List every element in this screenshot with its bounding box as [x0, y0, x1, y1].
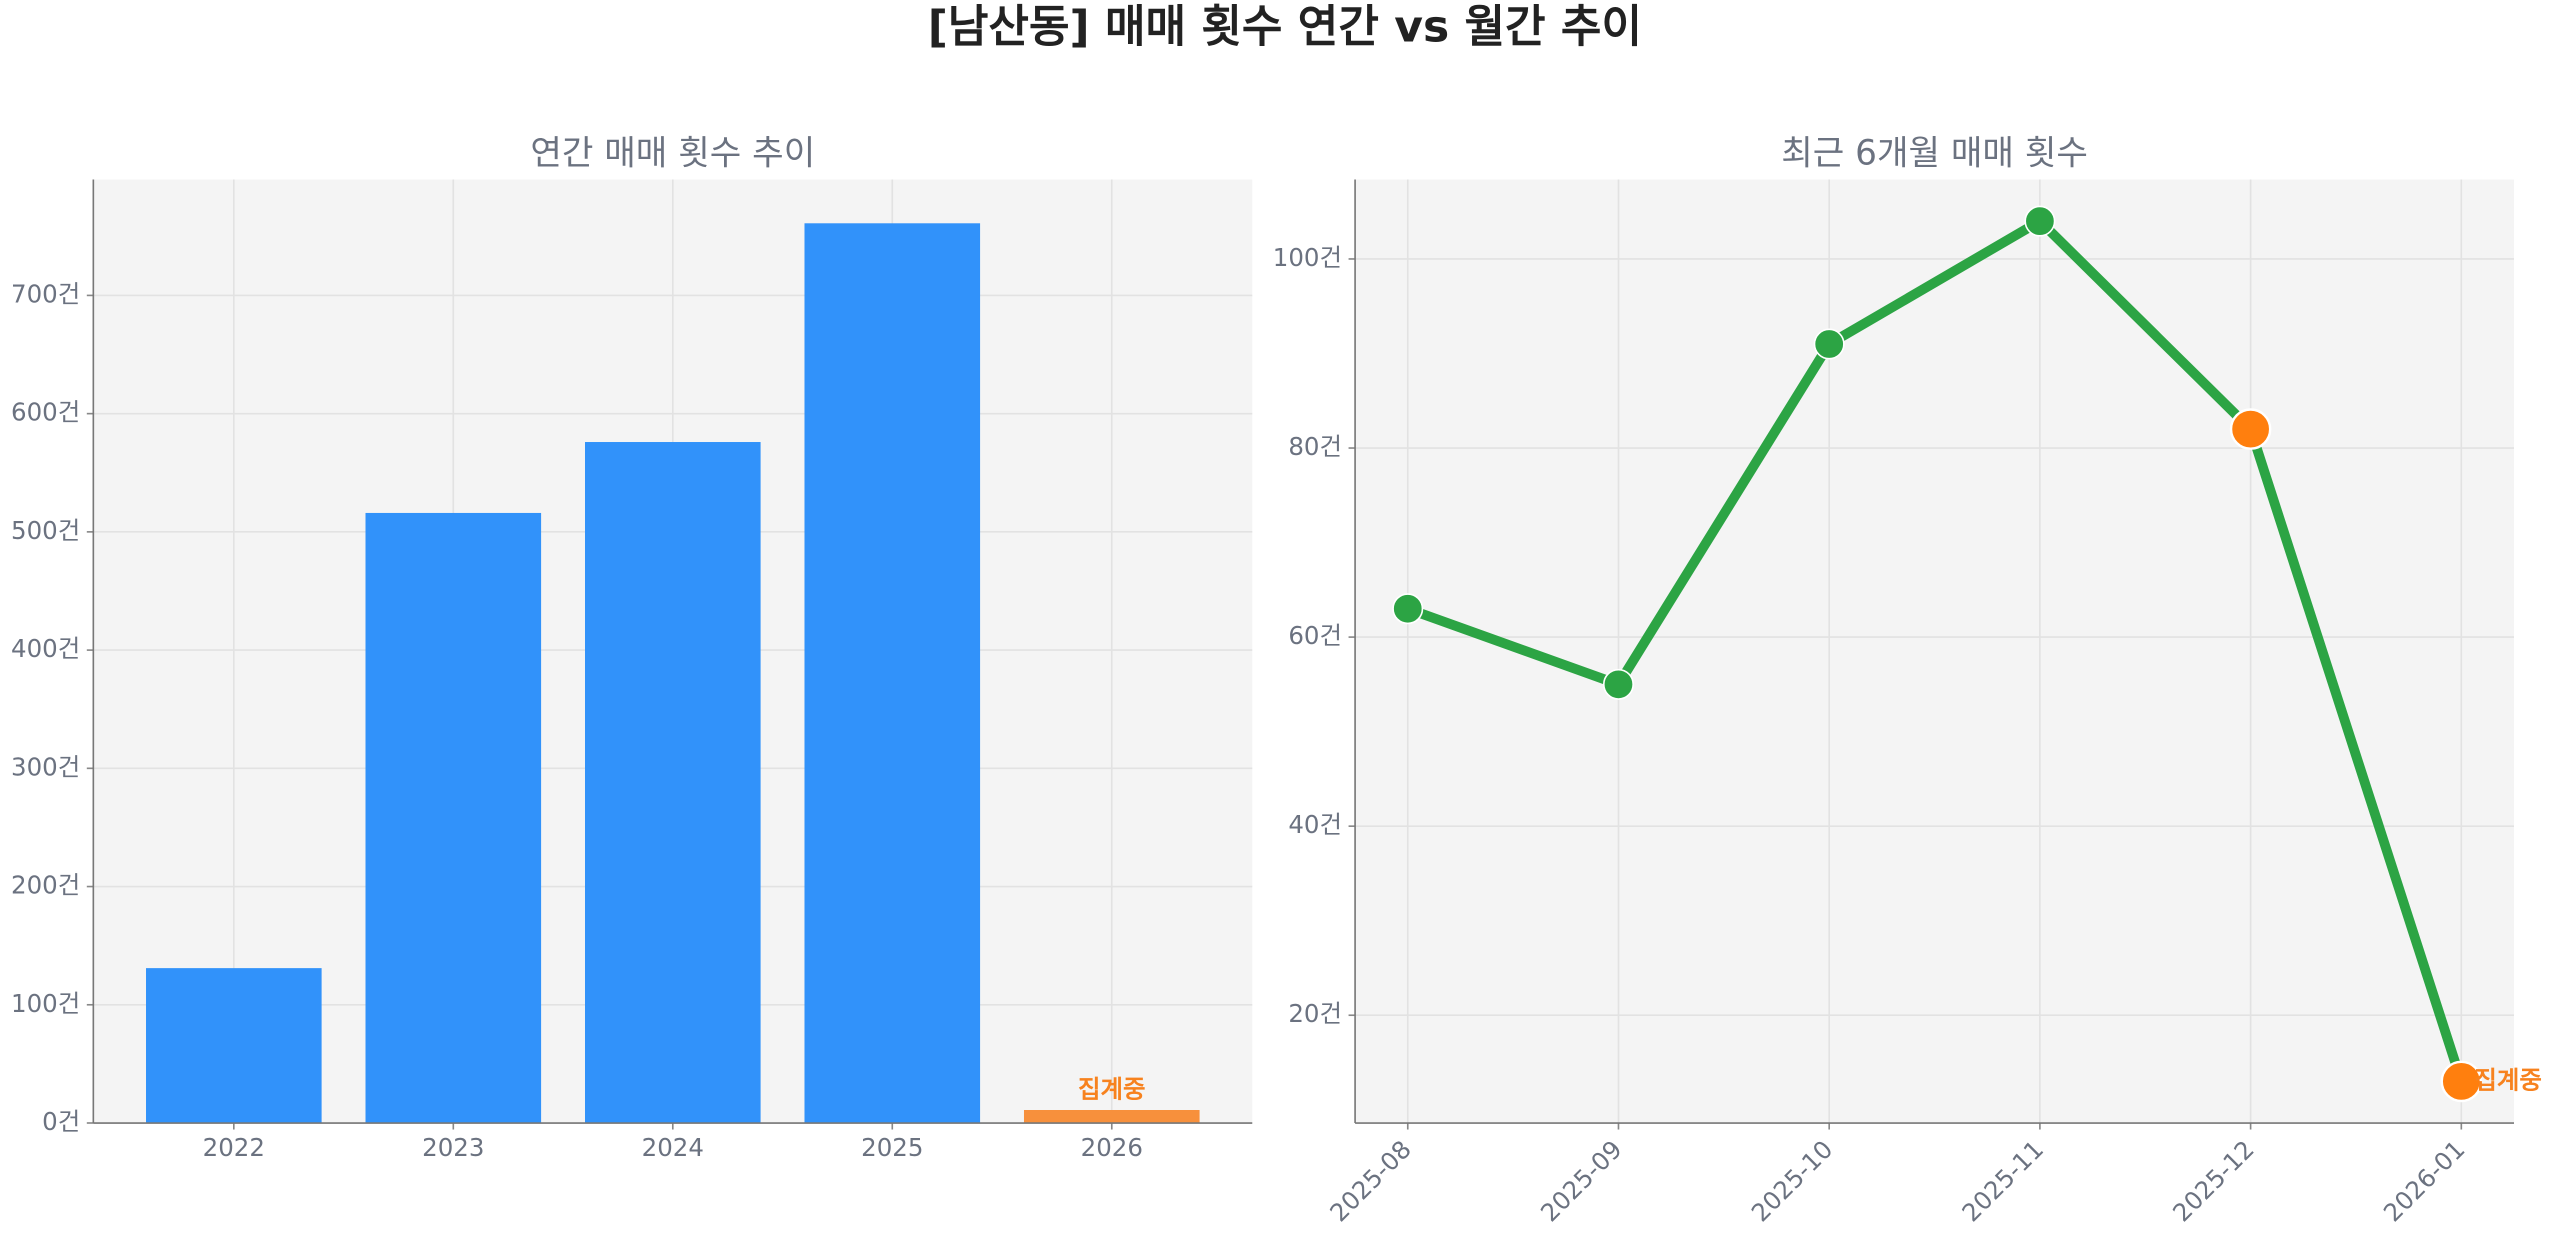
- annotation: 집계중: [1078, 1074, 1146, 1103]
- y-tick-label: 200건: [11, 871, 80, 900]
- y-tick-label: 300건: [11, 752, 80, 781]
- y-tick-label: 0건: [42, 1107, 80, 1136]
- x-tick-label: 2025-11: [1956, 1135, 2049, 1228]
- x-tick-label: 2026: [1081, 1133, 1143, 1162]
- x-tick-label: 2022: [203, 1133, 265, 1162]
- y-tick-label: 80건: [1288, 432, 1342, 461]
- point: [1813, 328, 1845, 360]
- main-title: [남산동] 매매 횟수 연간 vs 월간 추이: [928, 1, 1642, 52]
- point: [1602, 668, 1634, 700]
- bar: [804, 223, 981, 1124]
- annotation: 집계중: [2474, 1065, 2542, 1094]
- y-tick-label: 20건: [1288, 999, 1342, 1028]
- x-tick-label: 2026-01: [2378, 1135, 2471, 1228]
- point: [1392, 593, 1424, 625]
- point: [2024, 205, 2056, 237]
- point: [2229, 408, 2272, 450]
- y-tick-label: 600건: [11, 398, 80, 427]
- x-tick-label: 2025-08: [1324, 1135, 1417, 1228]
- subplot-title: 최근 6개월 매매 횟수: [1781, 134, 2088, 174]
- y-tick-label: 700건: [11, 279, 80, 308]
- bar: [146, 968, 322, 1124]
- point: [2440, 1060, 2483, 1103]
- bar: [584, 442, 761, 1124]
- y-tick-label: 60건: [1288, 621, 1342, 650]
- subplot-title: 연간 매매 횟수 추이: [530, 134, 815, 174]
- x-tick-label: 2025-10: [1746, 1135, 1839, 1228]
- x-tick-label: 2025: [861, 1133, 923, 1162]
- x-tick-label: 2023: [422, 1133, 484, 1162]
- y-tick-label: 40건: [1288, 810, 1342, 839]
- bar: [365, 512, 542, 1124]
- y-tick-label: 100건: [1273, 243, 1342, 272]
- bar: [1023, 1110, 1200, 1124]
- y-tick-label: 100건: [11, 989, 80, 1018]
- x-tick-label: 2025-09: [1535, 1135, 1628, 1228]
- x-tick-label: 2025-12: [2167, 1135, 2260, 1228]
- line: [1406, 216, 2466, 1083]
- x-tick-label: 2024: [642, 1133, 704, 1162]
- y-tick-label: 500건: [11, 516, 80, 545]
- y-tick-label: 400건: [11, 634, 80, 663]
